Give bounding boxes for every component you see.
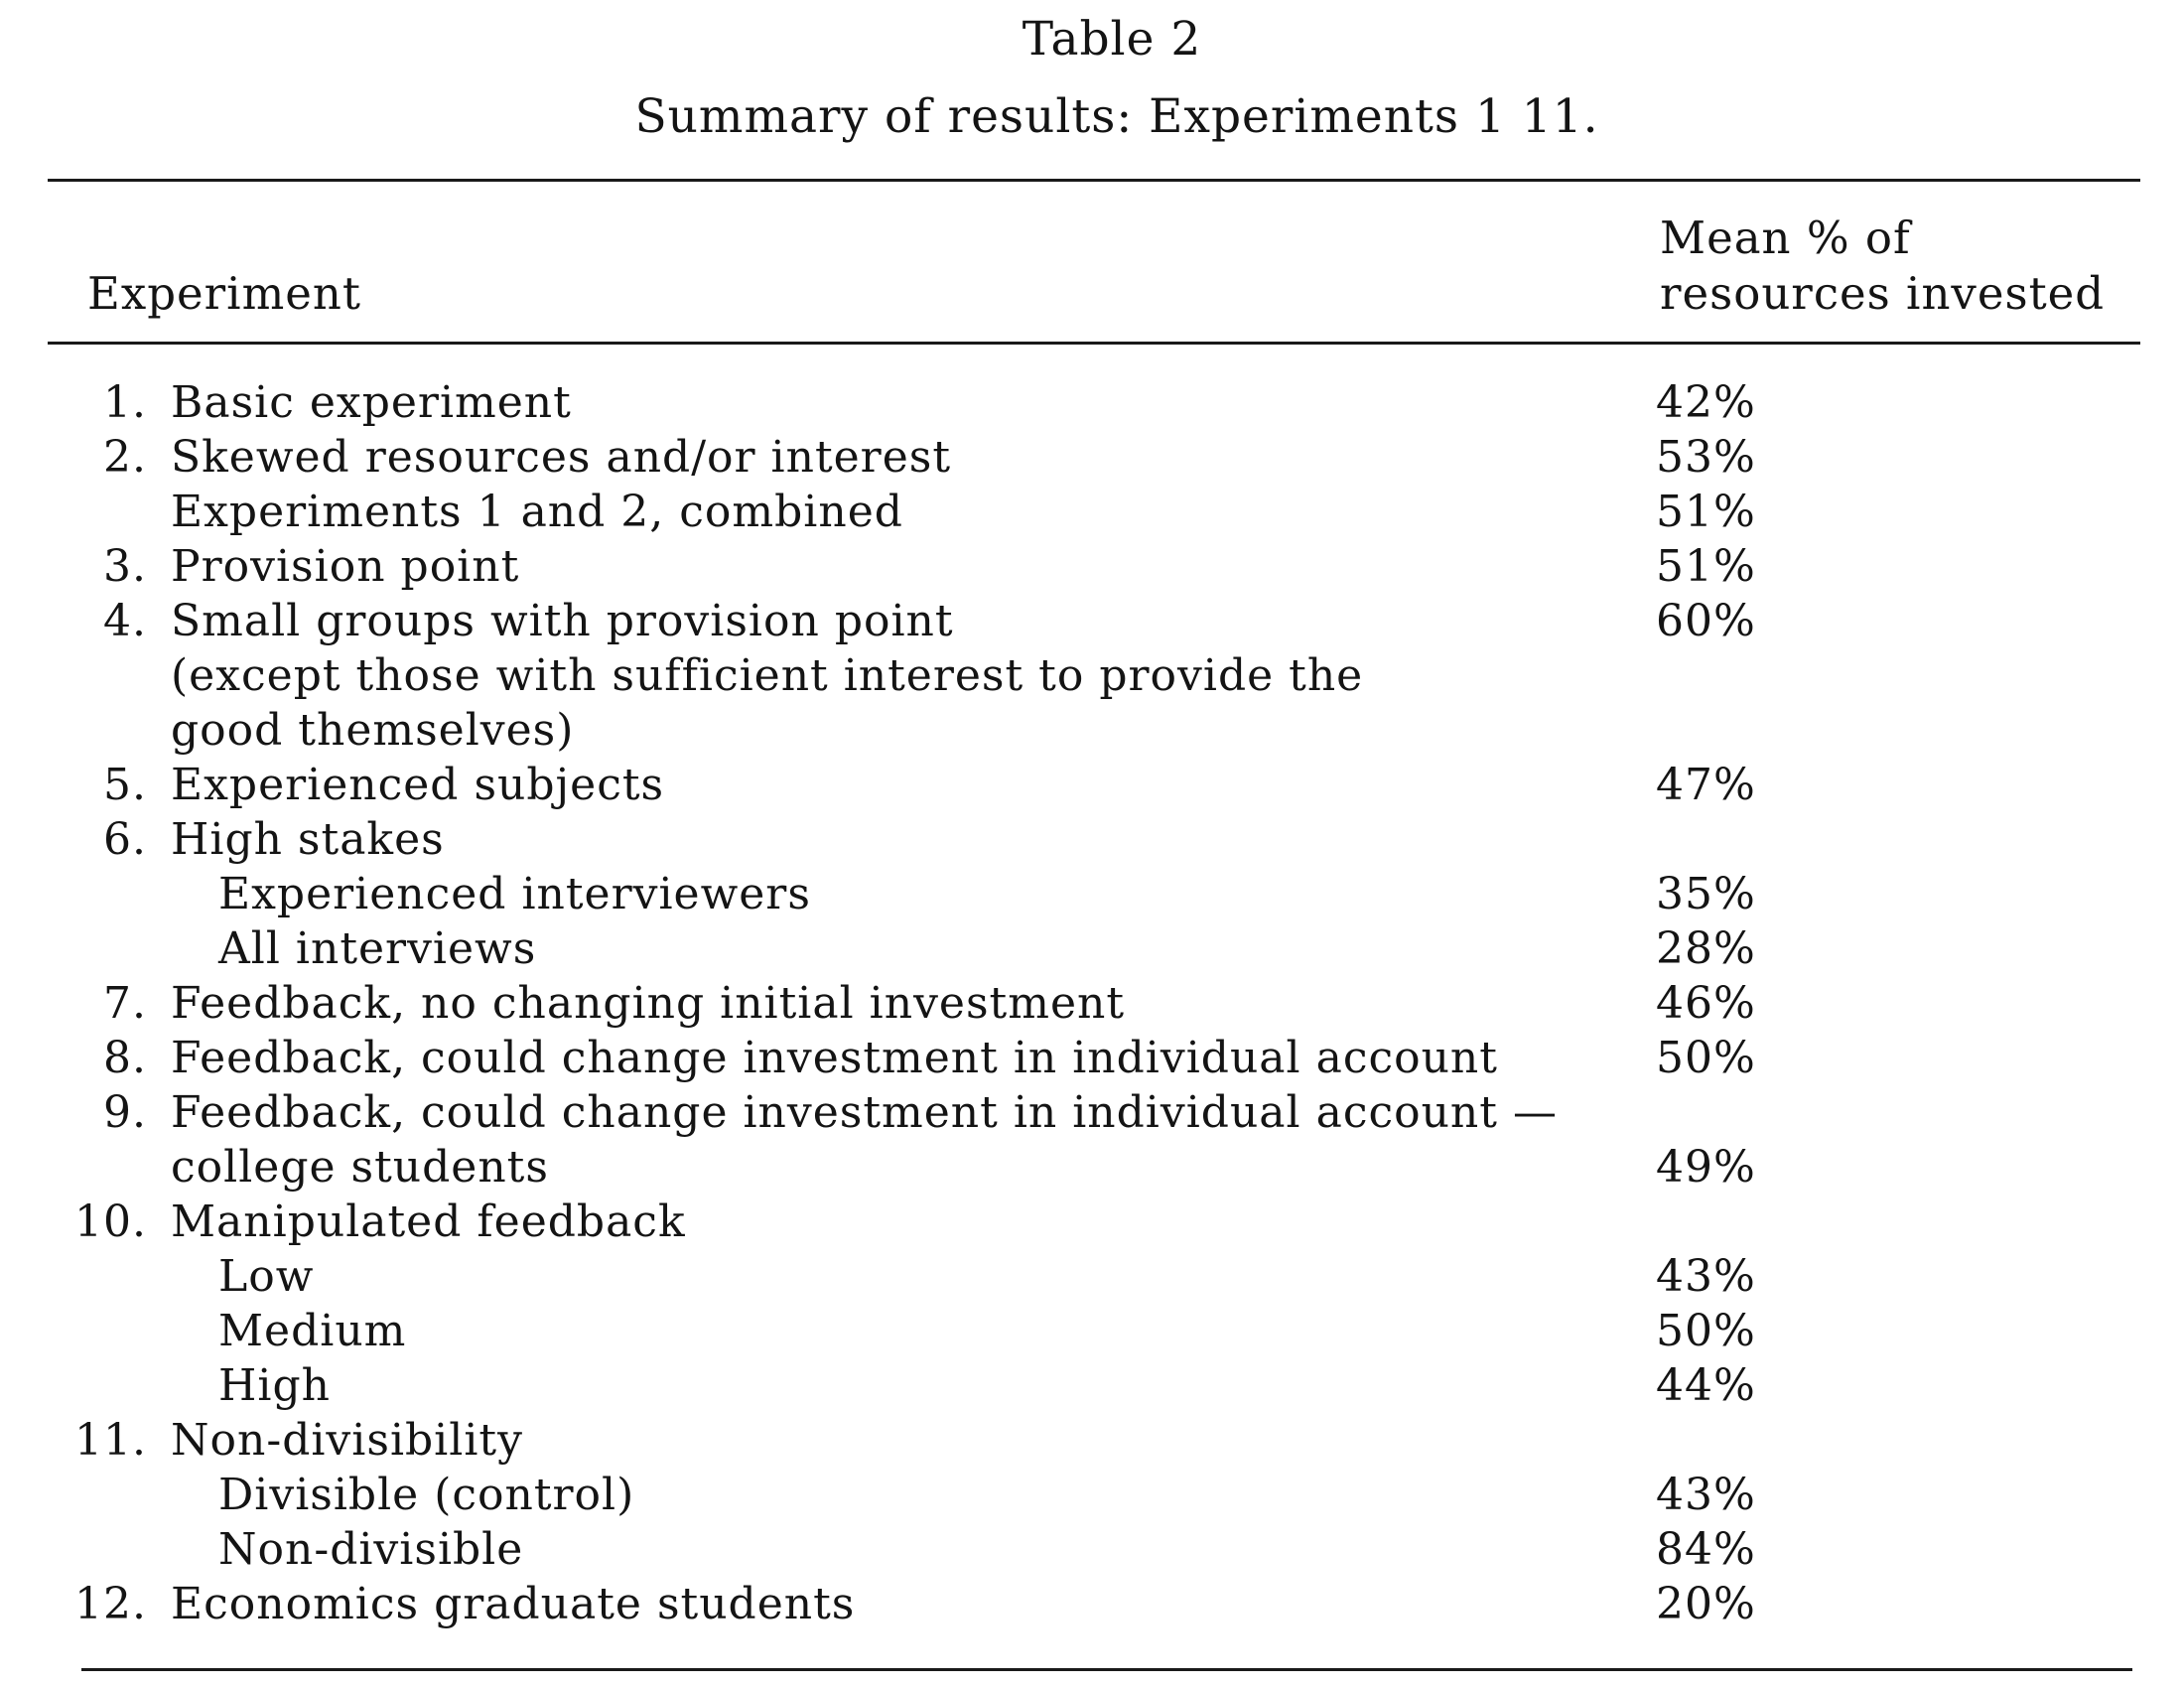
row-number: 4. — [103, 596, 147, 646]
row-value: 84% — [1656, 1524, 1756, 1575]
row-number: 11. — [74, 1415, 147, 1466]
column-header-mean-line1: Mean % of — [1660, 211, 1911, 264]
row-label: Non-divisibility — [171, 1415, 523, 1466]
row-value: 51% — [1656, 487, 1756, 537]
row-value: 53% — [1656, 432, 1756, 483]
row-value: 43% — [1656, 1470, 1756, 1520]
row-value: 43% — [1656, 1251, 1756, 1302]
table-row: 3. Provision point 51% — [0, 539, 2184, 594]
row-number: 8. — [103, 1033, 147, 1083]
results-table-body: 1. Basic experiment 42% 2. Skewed resources … — [0, 375, 2184, 1631]
row-number: 3. — [103, 541, 147, 592]
row-label: good themselves) — [171, 705, 575, 756]
column-header-mean-percent: Mean % of resources invested — [1660, 211, 2105, 322]
table-row: 9. Feedback, could change investment in i… — [0, 1085, 2184, 1140]
table-row: 7. Feedback, no changing initial investme… — [0, 976, 2184, 1031]
row-value: 28% — [1656, 923, 1756, 974]
row-value: 47% — [1656, 760, 1756, 810]
row-label: Feedback, could change investment in ind… — [171, 1087, 1558, 1138]
row-number: 5. — [103, 760, 147, 810]
row-label: High stakes — [171, 814, 445, 865]
top-rule — [48, 179, 2140, 182]
row-label: Provision point — [171, 541, 520, 592]
row-label: Experienced interviewers — [218, 869, 811, 919]
row-number: 6. — [103, 814, 147, 865]
bottom-rule — [81, 1668, 2132, 1671]
row-number: 9. — [103, 1087, 147, 1138]
table-row: 6. High stakes — [0, 812, 2184, 867]
table-row: Medium 50% — [0, 1304, 2184, 1358]
table-row: 4. Small groups with provision point 60% — [0, 594, 2184, 648]
row-value: 49% — [1656, 1142, 1756, 1193]
row-label: Divisible (control) — [218, 1470, 635, 1520]
row-number: 7. — [103, 978, 147, 1029]
column-header-mean-line2: resources invested — [1660, 267, 2106, 320]
column-header-experiment: Experiment — [87, 267, 361, 320]
row-label: All interviews — [218, 923, 537, 974]
row-label: (except those with sufficient interest t… — [171, 650, 1364, 701]
row-number: 1. — [103, 377, 147, 428]
table-row: Experienced interviewers 35% — [0, 867, 2184, 921]
row-label: Non-divisible — [218, 1524, 524, 1575]
table-row: 10. Manipulated feedback — [0, 1195, 2184, 1249]
table-caption: Summary of results: Experiments 1 11. — [634, 89, 1599, 144]
table-row: good themselves) — [0, 703, 2184, 758]
table-row: Non-divisible 84% — [0, 1522, 2184, 1577]
row-value: 35% — [1656, 869, 1756, 919]
table-row: 12. Economics graduate students 20% — [0, 1577, 2184, 1631]
row-label: Basic experiment — [171, 377, 572, 428]
table-row: (except those with sufficient interest t… — [0, 648, 2184, 703]
table-row: 8. Feedback, could change investment in i… — [0, 1031, 2184, 1085]
row-label: Manipulated feedback — [171, 1196, 686, 1247]
row-label: Low — [218, 1251, 315, 1302]
table-row: 2. Skewed resources and/or interest 53% — [0, 430, 2184, 485]
table-row: High 44% — [0, 1358, 2184, 1413]
row-label: Skewed resources and/or interest — [171, 432, 951, 483]
table-row: Experiments 1 and 2, combined 51% — [0, 485, 2184, 539]
table-row: 1. Basic experiment 42% — [0, 375, 2184, 430]
row-value: 60% — [1656, 596, 1756, 646]
row-label: Medium — [218, 1306, 407, 1356]
row-number: 2. — [103, 432, 147, 483]
row-label: Feedback, no changing initial investment — [171, 978, 1126, 1029]
row-label: High — [218, 1360, 331, 1411]
row-value: 50% — [1656, 1033, 1756, 1083]
table-row: 5. Experienced subjects 47% — [0, 758, 2184, 812]
table-row: college students 49% — [0, 1140, 2184, 1195]
row-value: 50% — [1656, 1306, 1756, 1356]
table-title: Table 2 — [1022, 12, 1202, 67]
table-row: Divisible (control) 43% — [0, 1468, 2184, 1522]
table-row: All interviews 28% — [0, 921, 2184, 976]
row-label: Experienced subjects — [171, 760, 665, 810]
row-label: Feedback, could change investment in ind… — [171, 1033, 1498, 1083]
row-number: 12. — [74, 1579, 147, 1629]
header-rule — [48, 342, 2140, 345]
row-label: Small groups with provision point — [171, 596, 954, 646]
row-label: Economics graduate students — [171, 1579, 856, 1629]
row-number: 10. — [74, 1196, 147, 1247]
row-value: 51% — [1656, 541, 1756, 592]
table-row: 11. Non-divisibility — [0, 1413, 2184, 1468]
row-value: 20% — [1656, 1579, 1756, 1629]
row-label: Experiments 1 and 2, combined — [171, 487, 903, 537]
row-value: 44% — [1656, 1360, 1756, 1411]
row-label: college students — [171, 1142, 549, 1193]
row-value: 46% — [1656, 978, 1756, 1029]
table-row: Low 43% — [0, 1249, 2184, 1304]
row-value: 42% — [1656, 377, 1756, 428]
